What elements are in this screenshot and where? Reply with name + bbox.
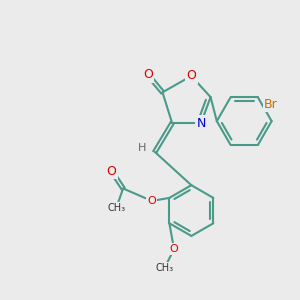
Text: O: O: [148, 196, 156, 206]
Text: O: O: [170, 244, 178, 254]
Text: CH₃: CH₃: [107, 203, 125, 213]
Text: O: O: [186, 70, 196, 83]
Text: N: N: [196, 117, 206, 130]
Text: O: O: [143, 68, 153, 82]
Text: CH₃: CH₃: [155, 263, 173, 273]
Text: Br: Br: [264, 98, 278, 111]
Text: H: H: [138, 143, 146, 153]
Text: O: O: [106, 165, 116, 178]
